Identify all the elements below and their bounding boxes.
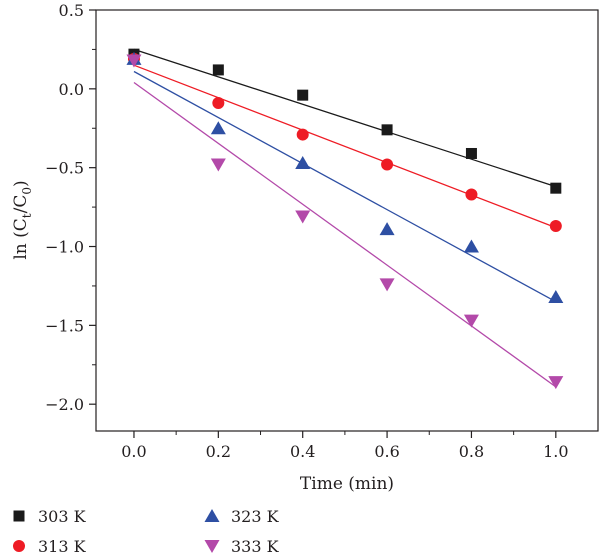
data-point-303-k (212, 64, 224, 76)
data-point-303-k (550, 182, 562, 194)
data-point-323-k (548, 289, 564, 303)
data-point-303-k (381, 124, 393, 136)
fit-line-333-k (133, 82, 557, 388)
fit-line-323-k (133, 70, 557, 303)
data-point-333-k (126, 54, 142, 68)
x-tick-label: 0.0 (121, 442, 146, 461)
legend-marker-303-k (13, 510, 25, 522)
y-tick-label: −1.0 (45, 238, 84, 257)
data-point-303-k (465, 147, 477, 159)
legend: 303 K 313 K 323 K 333 K (13, 507, 280, 556)
data-point-333-k (295, 210, 311, 224)
y-axis-title-sub-0: 0 (20, 187, 34, 195)
data-point-333-k (548, 376, 564, 390)
data-point-333-k (379, 278, 395, 292)
y-axis-title-sub-t: t (20, 213, 34, 218)
y-axis-title-main: ln (C (11, 218, 31, 259)
x-tick-label: 0.6 (374, 442, 399, 461)
legend-label-333-k: 333 K (231, 537, 280, 556)
y-tick-label: −1.5 (45, 316, 84, 335)
x-axis-title: Time (min) (300, 474, 394, 494)
x-tick-label: 0.2 (206, 442, 231, 461)
data-point-323-k (463, 239, 479, 253)
x-tick-label: 1.0 (543, 442, 568, 461)
legend-marker-313-k (13, 540, 25, 552)
y-tick-label: 0.5 (59, 1, 84, 20)
data-point-313-k (381, 158, 394, 171)
data-point-323-k (295, 155, 311, 169)
data-point-333-k (463, 314, 479, 328)
data-point-313-k (549, 220, 562, 233)
data-markers (126, 48, 564, 390)
y-axis-title-mid: /C (11, 195, 31, 214)
y-tick-label: −2.0 (45, 395, 84, 414)
fit-lines (133, 48, 557, 388)
y-tick-label: 0.0 (59, 80, 84, 99)
fit-line-303-k (133, 48, 557, 188)
legend-marker-333-k (204, 540, 220, 553)
data-point-303-k (297, 89, 309, 101)
data-point-333-k (210, 158, 226, 172)
data-point-313-k (212, 97, 225, 110)
legend-marker-323-k (204, 509, 220, 522)
y-tick-label: −0.5 (45, 159, 84, 178)
x-tick-label: 0.8 (459, 442, 484, 461)
x-tick-label: 0.4 (290, 442, 315, 461)
legend-label-313-k: 313 K (38, 537, 87, 556)
fit-line-313-k (133, 64, 557, 229)
legend-label-323-k: 323 K (231, 507, 280, 526)
data-point-323-k (210, 121, 226, 135)
y-axis-title-end: ) (11, 180, 31, 187)
x-axis: 0.0 0.2 0.4 0.6 0.8 1.0 (121, 431, 569, 461)
data-point-313-k (296, 128, 309, 141)
legend-label-303-k: 303 K (38, 507, 87, 526)
y-axis: 0.5 0.0 −0.5 −1.0 −1.5 −2.0 (45, 1, 96, 414)
data-point-313-k (465, 188, 478, 201)
data-point-323-k (379, 222, 395, 236)
y-axis-title: ln (Ct/C0) (11, 180, 34, 259)
plot-frame (95, 9, 599, 432)
